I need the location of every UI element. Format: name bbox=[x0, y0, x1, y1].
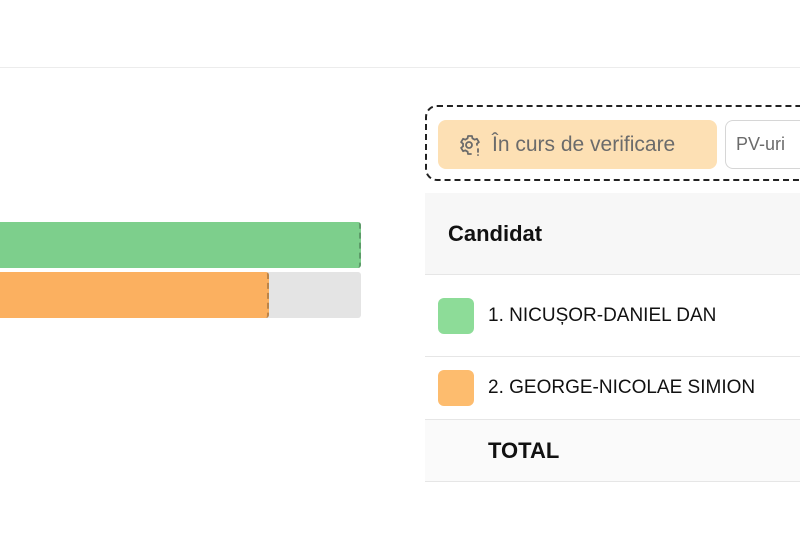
table-row-total: TOTAL bbox=[425, 420, 800, 482]
candidate-name: 1. NICUȘOR-DANIEL DAN bbox=[488, 304, 717, 326]
toolbar-focus-outline bbox=[425, 105, 800, 181]
total-label: TOTAL bbox=[488, 437, 560, 463]
bar-candidate-1 bbox=[0, 222, 361, 268]
bar-track-candidate-2 bbox=[0, 272, 361, 318]
header-divider bbox=[0, 67, 800, 68]
status-label: În curs de verificare bbox=[492, 132, 676, 156]
status-badge[interactable]: În curs de verificare bbox=[438, 120, 717, 169]
pv-button[interactable]: PV-uri bbox=[725, 120, 800, 169]
color-swatch bbox=[438, 370, 474, 406]
candidate-name: 2. GEORGE-NICOLAE SIMION bbox=[488, 377, 756, 398]
column-header-candidat: Candidat bbox=[448, 220, 543, 246]
results-table: Candidat 1. NICUȘOR-DANIEL DAN 2. GEORGE… bbox=[425, 193, 800, 482]
bar-track-candidate-1 bbox=[0, 222, 361, 268]
table-row[interactable]: 2. GEORGE-NICOLAE SIMION bbox=[425, 357, 800, 420]
bar-candidate-2 bbox=[0, 272, 269, 318]
table-header: Candidat bbox=[425, 193, 800, 275]
pv-label: PV-uri bbox=[736, 134, 786, 154]
color-swatch bbox=[438, 297, 474, 334]
table-row[interactable]: 1. NICUȘOR-DANIEL DAN bbox=[425, 275, 800, 357]
gear-alert-icon bbox=[460, 134, 480, 156]
